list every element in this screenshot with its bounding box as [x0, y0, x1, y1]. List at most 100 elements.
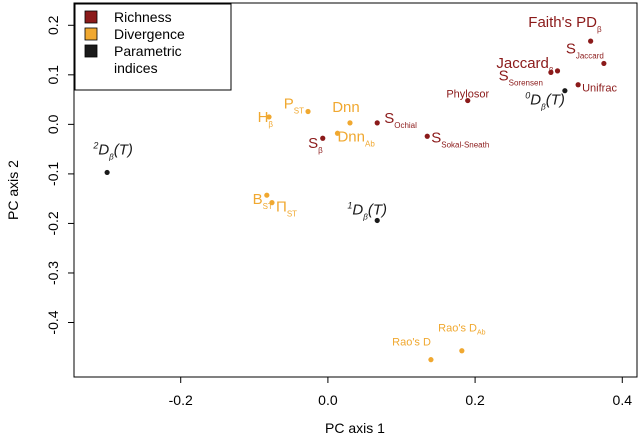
point-label-main: Dnn	[332, 99, 360, 116]
point-label: PST	[284, 95, 304, 115]
point-label-main: H	[258, 109, 269, 126]
point-label: Phylosor	[446, 89, 489, 101]
y-tick-label: -0.2	[45, 211, 61, 235]
point-label-main: S	[308, 135, 318, 152]
x-tick-label: 0.2	[465, 392, 485, 408]
data-point	[104, 169, 110, 176]
point-label-main: S	[384, 110, 394, 127]
y-tick-label: 0.0	[45, 114, 61, 134]
point-label-subscript: Ochial	[394, 121, 417, 130]
point-label-main: Rao's D	[438, 323, 477, 335]
point-label-main: S	[431, 129, 441, 146]
legend-label: indices	[114, 60, 158, 76]
point-label-suffix: (T)	[114, 141, 133, 158]
legend-swatch	[84, 10, 98, 24]
legend-label: Divergence	[114, 26, 185, 42]
point-label-main: D	[98, 141, 109, 158]
y-axis: -0.4 -0.3 -0.2 -0.1 0.0 0.1 0.2	[45, 15, 74, 335]
data-point	[264, 192, 270, 198]
data-point	[266, 114, 272, 120]
point-label-subscript: β	[540, 103, 546, 112]
point-label: DnnAb	[337, 128, 375, 148]
point-label: Faith's PDβ	[528, 14, 602, 34]
point-label-main: Unifrac	[582, 83, 617, 95]
legend-swatch	[84, 44, 98, 58]
legend-label: Richness	[114, 9, 172, 25]
data-point	[374, 217, 380, 224]
x-tick-label: 0.0	[318, 392, 338, 408]
point-label: SSorensen	[499, 67, 543, 87]
y-axis-title: PC axis 2	[5, 160, 21, 220]
point-label: Unifrac	[582, 83, 617, 95]
data-point	[334, 130, 341, 136]
legend-swatch	[84, 27, 98, 41]
point-label-superscript: 1	[347, 200, 352, 210]
point-label-subscript: β	[362, 212, 368, 221]
y-tick-label: 0.1	[45, 65, 61, 85]
point-label: SJaccard	[566, 40, 604, 60]
x-axis: -0.2 0.0 0.2 0.4	[169, 377, 633, 408]
data-point	[269, 200, 275, 206]
data-point	[347, 120, 353, 126]
point-label-subscript: Ab	[477, 330, 486, 337]
point-label-main: B	[253, 191, 263, 208]
point-label-subscript: β	[318, 146, 323, 155]
data-point	[601, 60, 607, 67]
legend-label: Parametric	[114, 43, 182, 59]
point-label: ΠST	[276, 199, 297, 219]
point-label: 0Dβ(T)	[525, 91, 565, 112]
point-label-subscript: Sokal-Sneath	[441, 140, 489, 149]
data-point	[459, 348, 465, 354]
point-label: Rao's DAb	[438, 323, 485, 337]
point-label-superscript: 0	[525, 91, 530, 101]
data-point	[548, 69, 554, 75]
data-point	[305, 108, 311, 115]
data-points: Faith's PDβSJaccardJaccardβSSorensenUnif…	[92, 14, 617, 363]
point-label: SOchial	[384, 110, 417, 130]
point-label-subscript: Ab	[365, 139, 375, 148]
point-label-subscript: β	[268, 120, 273, 129]
x-tick-label: -0.2	[169, 392, 193, 408]
point-label: 2Dβ(T)	[92, 140, 133, 161]
y-tick-label: -0.1	[45, 162, 61, 186]
y-tick-label: -0.3	[45, 261, 61, 285]
point-label: 1Dβ(T)	[347, 200, 387, 221]
data-point	[424, 133, 430, 139]
data-point	[320, 135, 326, 141]
point-label-main: S	[566, 40, 576, 57]
point-label-main: D	[352, 201, 363, 218]
point-label-subscript: ST	[263, 202, 273, 211]
data-point	[465, 97, 471, 104]
point-label-subscript: β	[597, 25, 602, 34]
point-label-suffix: (T)	[368, 201, 387, 218]
point-label: Dnn	[332, 99, 360, 116]
point-label-subscript: Jaccard	[576, 51, 604, 60]
plot-frame	[73, 2, 638, 378]
x-tick-label: 0.4	[613, 392, 633, 408]
point-label-suffix: (T)	[546, 92, 565, 109]
point-label: SSokal-Sneath	[431, 129, 489, 149]
data-point	[588, 38, 594, 44]
point-label: Rao's D	[392, 337, 431, 349]
point-label-subscript: Sorensen	[509, 78, 543, 87]
point-label: Hβ	[258, 109, 274, 129]
x-axis-title: PC axis 1	[325, 420, 385, 436]
data-point	[554, 68, 561, 74]
point-label-main: D	[530, 92, 541, 109]
point-label-subscript: ST	[294, 106, 304, 115]
point-label-main: S	[499, 67, 509, 84]
point-label: BST	[253, 191, 273, 211]
point-label-main: Dnn	[337, 128, 365, 145]
point-label-subscript: β	[108, 152, 114, 161]
point-label-main: P	[284, 95, 294, 112]
data-point	[575, 82, 581, 88]
point-label-main: Phylosor	[446, 89, 489, 101]
data-point	[562, 88, 568, 94]
data-point	[428, 357, 434, 363]
y-tick-label: -0.4	[45, 310, 61, 334]
point-label-main: Faith's PD	[528, 14, 597, 31]
data-point	[374, 120, 380, 126]
point-label-superscript: 2	[92, 140, 98, 150]
